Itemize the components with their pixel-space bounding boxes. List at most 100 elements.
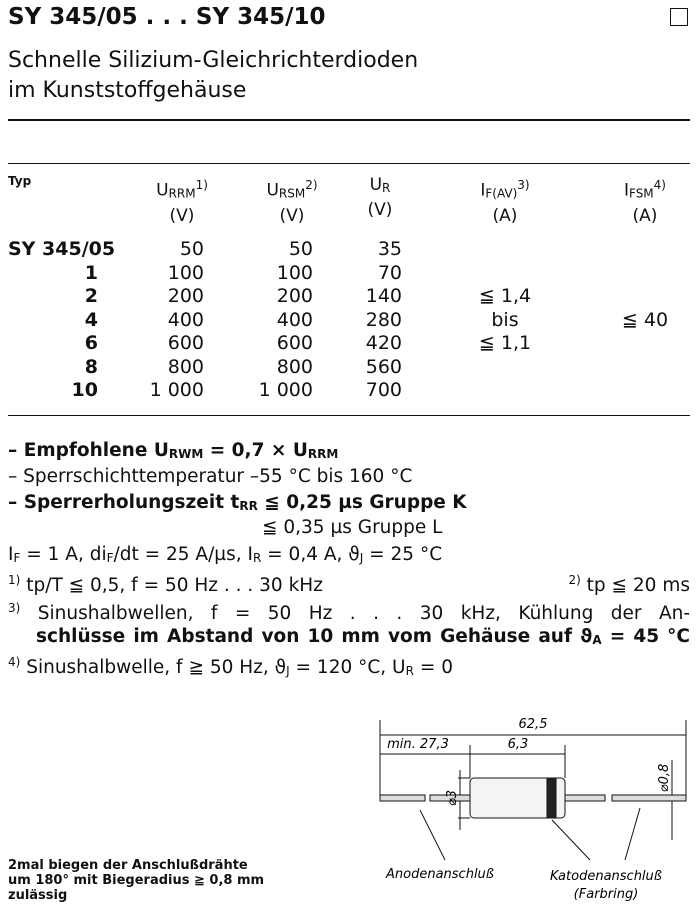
note-text: ≦ 0,25 µs Gruppe K xyxy=(257,492,467,513)
note-line: 4) Sinushalbwelle, f ≧ 50 Hz, ϑj = 120 °… xyxy=(8,655,453,678)
header-label: U xyxy=(156,180,169,201)
table-cell: 800 xyxy=(167,355,204,378)
header-note: 4) xyxy=(653,178,666,192)
note-text: tp/T ≦ 0,5, f = 50 Hz . . . 30 kHz xyxy=(20,575,323,597)
note-subscript: RRM xyxy=(307,447,339,461)
note-subscript: RWM xyxy=(168,447,204,461)
table-cell: bis xyxy=(491,308,519,331)
table-cell: SY 345/05 xyxy=(8,238,116,260)
note-text: ≦ 0,35 µs Gruppe L xyxy=(262,517,443,538)
table-cell: 8 xyxy=(84,355,98,378)
note-subscript: j xyxy=(359,551,364,565)
header-note: 2) xyxy=(305,178,318,192)
header-symbol: IF(AV)3) xyxy=(445,174,565,205)
rule xyxy=(8,163,690,164)
subtitle: im Kunststoffgehäuse xyxy=(8,78,247,103)
table-cell: 600 xyxy=(276,332,313,354)
table-cell: 1 xyxy=(84,261,98,284)
note-line: – Empfohlene URWM = 0,7 × URRM xyxy=(8,440,338,461)
header-note: 1) xyxy=(195,178,208,192)
column-header: UR (V) xyxy=(320,174,440,221)
note-text: = 120 °C, U xyxy=(289,657,406,679)
note-text: = 0,7 × U xyxy=(203,440,308,461)
dimension: 6,3 xyxy=(508,737,529,752)
column-header: URSM2) (V) xyxy=(232,174,352,227)
header-unit: (A) xyxy=(492,205,518,226)
note-text: – Sperrerholungszeit t xyxy=(8,492,240,513)
note-text: Sinushalbwelle, f ≧ 50 Hz, ϑ xyxy=(20,657,287,679)
note-line: 3) Sinushalbwellen, f = 50 Hz . . . 30 k… xyxy=(8,601,690,624)
header-subscript: RRM xyxy=(168,186,196,201)
table-cell: 600 xyxy=(167,332,204,354)
note-text: I xyxy=(8,544,14,565)
header-label: I xyxy=(623,180,629,201)
note-text: tp ≦ 20 ms xyxy=(580,575,690,597)
header-subscript: R xyxy=(382,181,391,195)
table-cell: 50 xyxy=(288,238,313,260)
note-line: – Sperrschichttemperatur –55 °C bis 160 … xyxy=(8,466,412,487)
dimension: min. 27,3 xyxy=(387,737,449,752)
table-cell: 800 xyxy=(276,355,313,378)
table-cell: 1 000 xyxy=(258,379,313,401)
note-line: 2) tp ≦ 20 ms xyxy=(568,573,690,596)
table-cell: 6 xyxy=(84,332,98,354)
footer-line: 2mal biegen der Anschlußdrähte xyxy=(8,858,248,873)
header-symbol: URRM1) xyxy=(122,174,242,205)
table-cell: 420 xyxy=(365,332,402,354)
note-text: = 45 °C xyxy=(601,626,690,647)
note-line: 1) tp/T ≦ 0,5, f = 50 Hz . . . 30 kHz xyxy=(8,573,323,596)
note-text: = 0,4 A, ϑ xyxy=(261,544,360,565)
note-text: = 25 °C xyxy=(363,544,443,565)
header-symbol: IFSM4) xyxy=(585,174,700,205)
note-text: schlüsse im Abstand von 10 mm vom Gehäus… xyxy=(36,626,593,647)
dimension: ⌀3 xyxy=(445,790,460,806)
note-text: – Sperrschichttemperatur –55 °C bis 160 … xyxy=(8,466,413,487)
label: Katodenanschluß xyxy=(550,869,662,884)
note-line: schlüsse im Abstand von 10 mm vom Gehäus… xyxy=(36,626,690,647)
table-cell: 35 xyxy=(377,238,402,260)
table-cell: ≦ 40 xyxy=(621,309,669,331)
table-cell: 400 xyxy=(167,308,204,331)
note-line: – Sperrerholungszeit trr ≦ 0,25 µs Grupp… xyxy=(8,492,467,513)
table-cell: 70 xyxy=(377,261,402,284)
note-line: ≦ 0,35 µs Gruppe L xyxy=(262,517,442,538)
note-subscript: F xyxy=(13,551,21,565)
note-text: = 1 A, di xyxy=(20,544,107,565)
header-symbol: UR xyxy=(320,174,440,199)
header-unit: (V) xyxy=(367,200,393,220)
note-line: IF = 1 A, diF/dt = 25 A/µs, IR = 0,4 A, … xyxy=(8,544,442,565)
table-cell: 280 xyxy=(365,308,402,331)
note-footnote-mark: 2) xyxy=(568,573,581,587)
note-text: = 0 xyxy=(413,657,453,679)
column-header: Typ xyxy=(8,174,31,188)
column-header: IFSM4) (A) xyxy=(585,174,700,227)
table-cell: 10 xyxy=(71,379,98,401)
note-subscript: a xyxy=(592,633,602,647)
header-label: Typ xyxy=(8,174,32,188)
header-label: U xyxy=(369,175,383,195)
checkbox xyxy=(670,8,688,26)
table-cell: 50 xyxy=(179,238,204,260)
subtitle: Schnelle Silizium-Gleichrichterdioden xyxy=(8,48,419,73)
note-footnote-mark: 3) xyxy=(8,601,21,615)
note-text: – Empfohlene U xyxy=(8,440,169,461)
column-header: URRM1) (V) xyxy=(122,174,242,227)
table-cell: 200 xyxy=(167,285,204,307)
header-unit: (V) xyxy=(169,205,195,226)
table-cell: 560 xyxy=(365,355,402,378)
table-cell: 4 xyxy=(84,308,98,331)
table-cell: 100 xyxy=(167,261,204,284)
note-subscript: F xyxy=(106,551,114,565)
header-note: 3) xyxy=(517,178,530,192)
note-subscript: rr xyxy=(239,499,258,513)
header-label: I xyxy=(480,180,486,201)
rule xyxy=(8,415,690,416)
note-text: Sinushalbwellen, f = 50 Hz . . . 30 kHz,… xyxy=(20,603,690,625)
table-cell: ≦ 1,4 xyxy=(478,285,532,307)
table-cell: 1 000 xyxy=(149,379,204,401)
note-subscript: j xyxy=(286,664,290,679)
title: SY 345/05 . . . SY 345/10 xyxy=(8,4,326,30)
header-subscript: FSM xyxy=(629,186,654,201)
footer-line: um 180° mit Biegeradius ≧ 0,8 mm xyxy=(8,873,265,888)
